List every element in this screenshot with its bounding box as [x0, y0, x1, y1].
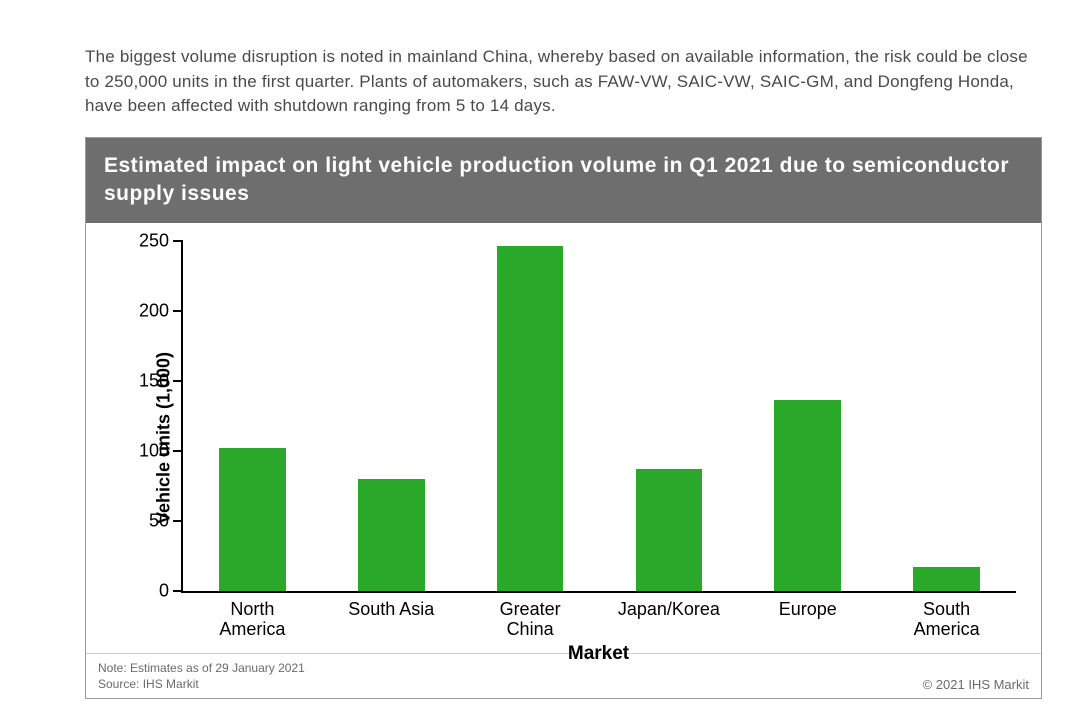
- bar: [774, 400, 841, 590]
- plot-area: 050100150200250North AmericaSouth AsiaGr…: [181, 241, 1016, 593]
- chart-note: Note: Estimates as of 29 January 2021 So…: [98, 660, 305, 692]
- bar: [636, 469, 703, 591]
- x-tick-label: Japan/Korea: [618, 599, 720, 620]
- bar: [219, 448, 286, 591]
- x-tick-label: South Asia: [348, 599, 434, 620]
- bar: [358, 479, 425, 591]
- x-axis-label: Market: [568, 643, 629, 665]
- x-tick-label: North America: [219, 599, 285, 640]
- chart-body: Vehicle units (1,000) 050100150200250Nor…: [86, 223, 1041, 653]
- y-tick: [173, 520, 183, 522]
- note-line-1: Note: Estimates as of 29 January 2021: [98, 660, 305, 676]
- note-line-2: Source: IHS Markit: [98, 676, 305, 692]
- chart-footer: Note: Estimates as of 29 January 2021 So…: [86, 653, 1041, 698]
- y-tick: [173, 380, 183, 382]
- y-tick: [173, 450, 183, 452]
- y-tick-label: 150: [139, 370, 169, 391]
- y-tick: [173, 240, 183, 242]
- chart-title: Estimated impact on light vehicle produc…: [86, 138, 1041, 223]
- intro-paragraph: The biggest volume disruption is noted i…: [85, 45, 1040, 119]
- plot: 050100150200250North AmericaSouth AsiaGr…: [181, 241, 1016, 593]
- bar: [497, 246, 564, 590]
- x-tick-label: Greater China: [500, 599, 561, 640]
- y-tick-label: 0: [159, 580, 169, 601]
- y-tick-label: 100: [139, 440, 169, 461]
- bar: [913, 567, 980, 591]
- page-root: The biggest volume disruption is noted i…: [0, 0, 1080, 720]
- chart-copyright: © 2021 IHS Markit: [923, 677, 1029, 692]
- x-tick-label: South America: [914, 599, 980, 640]
- y-tick-label: 250: [139, 230, 169, 251]
- y-tick: [173, 310, 183, 312]
- y-tick-label: 50: [149, 510, 169, 531]
- chart-card: Estimated impact on light vehicle produc…: [85, 137, 1042, 699]
- y-tick-label: 200: [139, 300, 169, 321]
- x-tick-label: Europe: [779, 599, 837, 620]
- y-tick: [173, 590, 183, 592]
